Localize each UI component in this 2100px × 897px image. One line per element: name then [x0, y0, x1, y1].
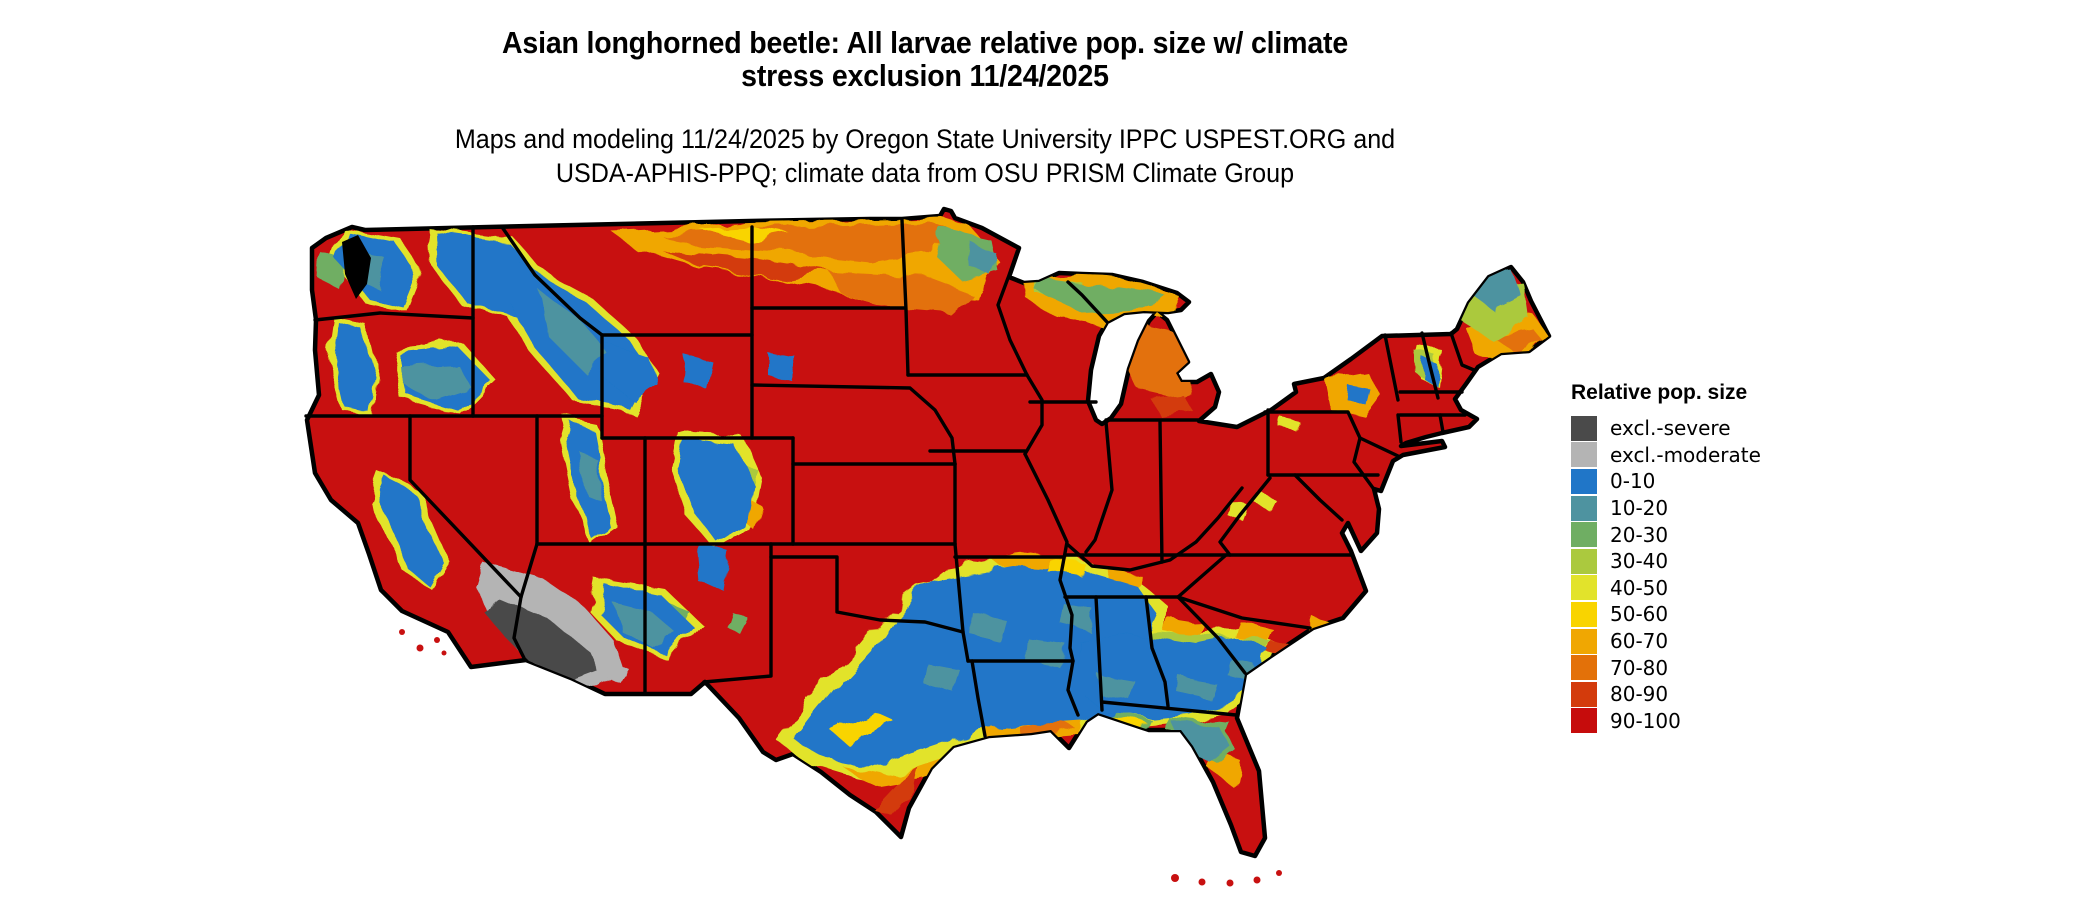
- legend-item: excl.-moderate: [1571, 442, 1831, 469]
- page-subtitle-line2: USDA-APHIS-PPQ; climate data from OSU PR…: [555, 158, 1295, 188]
- puget-sound-water: [342, 235, 371, 299]
- legend-swatch: [1571, 655, 1597, 681]
- us-map-svg: [304, 206, 1552, 887]
- legend-label: excl.-moderate: [1610, 442, 1761, 467]
- legend-swatch: [1571, 468, 1597, 494]
- legend-swatch: [1571, 601, 1597, 627]
- legend-label: 0-10: [1610, 469, 1656, 494]
- legend-item: 90-100: [1571, 708, 1831, 735]
- legend-label: 10-20: [1610, 496, 1669, 521]
- page-title-line1: Asian longhorned beetle: All larvae rela…: [501, 25, 1348, 60]
- page-subtitle: Maps and modeling 11/24/2025 by Oregon S…: [65, 122, 1786, 190]
- legend-swatch: [1571, 681, 1597, 707]
- legend-label: 80-90: [1610, 682, 1669, 707]
- legend-item: 40-50: [1571, 575, 1831, 602]
- legend-label: 60-70: [1610, 629, 1669, 654]
- legend: Relative pop. size excl.-severe excl.-mo…: [1571, 381, 1831, 734]
- page-subtitle-line1: Maps and modeling 11/24/2025 by Oregon S…: [454, 124, 1396, 154]
- legend-label: 90-100: [1610, 708, 1681, 733]
- legend-item: 20-30: [1571, 521, 1831, 548]
- legend-item: 0-10: [1571, 468, 1831, 495]
- legend-item: 80-90: [1571, 681, 1831, 708]
- legend-item: 60-70: [1571, 628, 1831, 655]
- legend-title: Relative pop. size: [1571, 381, 1748, 404]
- legend-label: 30-40: [1610, 549, 1669, 574]
- legend-label: excl.-severe: [1610, 416, 1731, 441]
- legend-item: 50-60: [1571, 601, 1831, 628]
- legend-swatch: [1571, 522, 1597, 548]
- florida-keys: [1171, 870, 1282, 887]
- channel-islands: [399, 629, 447, 656]
- legend-swatch: [1571, 575, 1597, 601]
- legend-item: 30-40: [1571, 548, 1831, 575]
- us-map: [230, 170, 1570, 892]
- legend-swatch: [1571, 495, 1597, 521]
- legend-label: 40-50: [1610, 575, 1669, 600]
- legend-swatch: [1571, 415, 1597, 441]
- legend-swatch: [1571, 628, 1597, 654]
- legend-swatch: [1571, 442, 1597, 468]
- legend-item: 10-20: [1571, 495, 1831, 522]
- page-title-line2: stress exclusion 11/24/2025: [741, 58, 1109, 93]
- legend-item: 70-80: [1571, 654, 1831, 681]
- state-borders: [304, 218, 1476, 738]
- page-title: Asian longhorned beetle: All larvae rela…: [74, 26, 1776, 92]
- legend-item: excl.-severe: [1571, 415, 1831, 442]
- legend-label: 20-30: [1610, 522, 1669, 547]
- legend-swatch: [1571, 708, 1597, 734]
- map-region-excl-severe: [487, 598, 597, 681]
- legend-swatch: [1571, 548, 1597, 574]
- legend-label: 70-80: [1610, 655, 1669, 680]
- legend-label: 50-60: [1610, 602, 1669, 627]
